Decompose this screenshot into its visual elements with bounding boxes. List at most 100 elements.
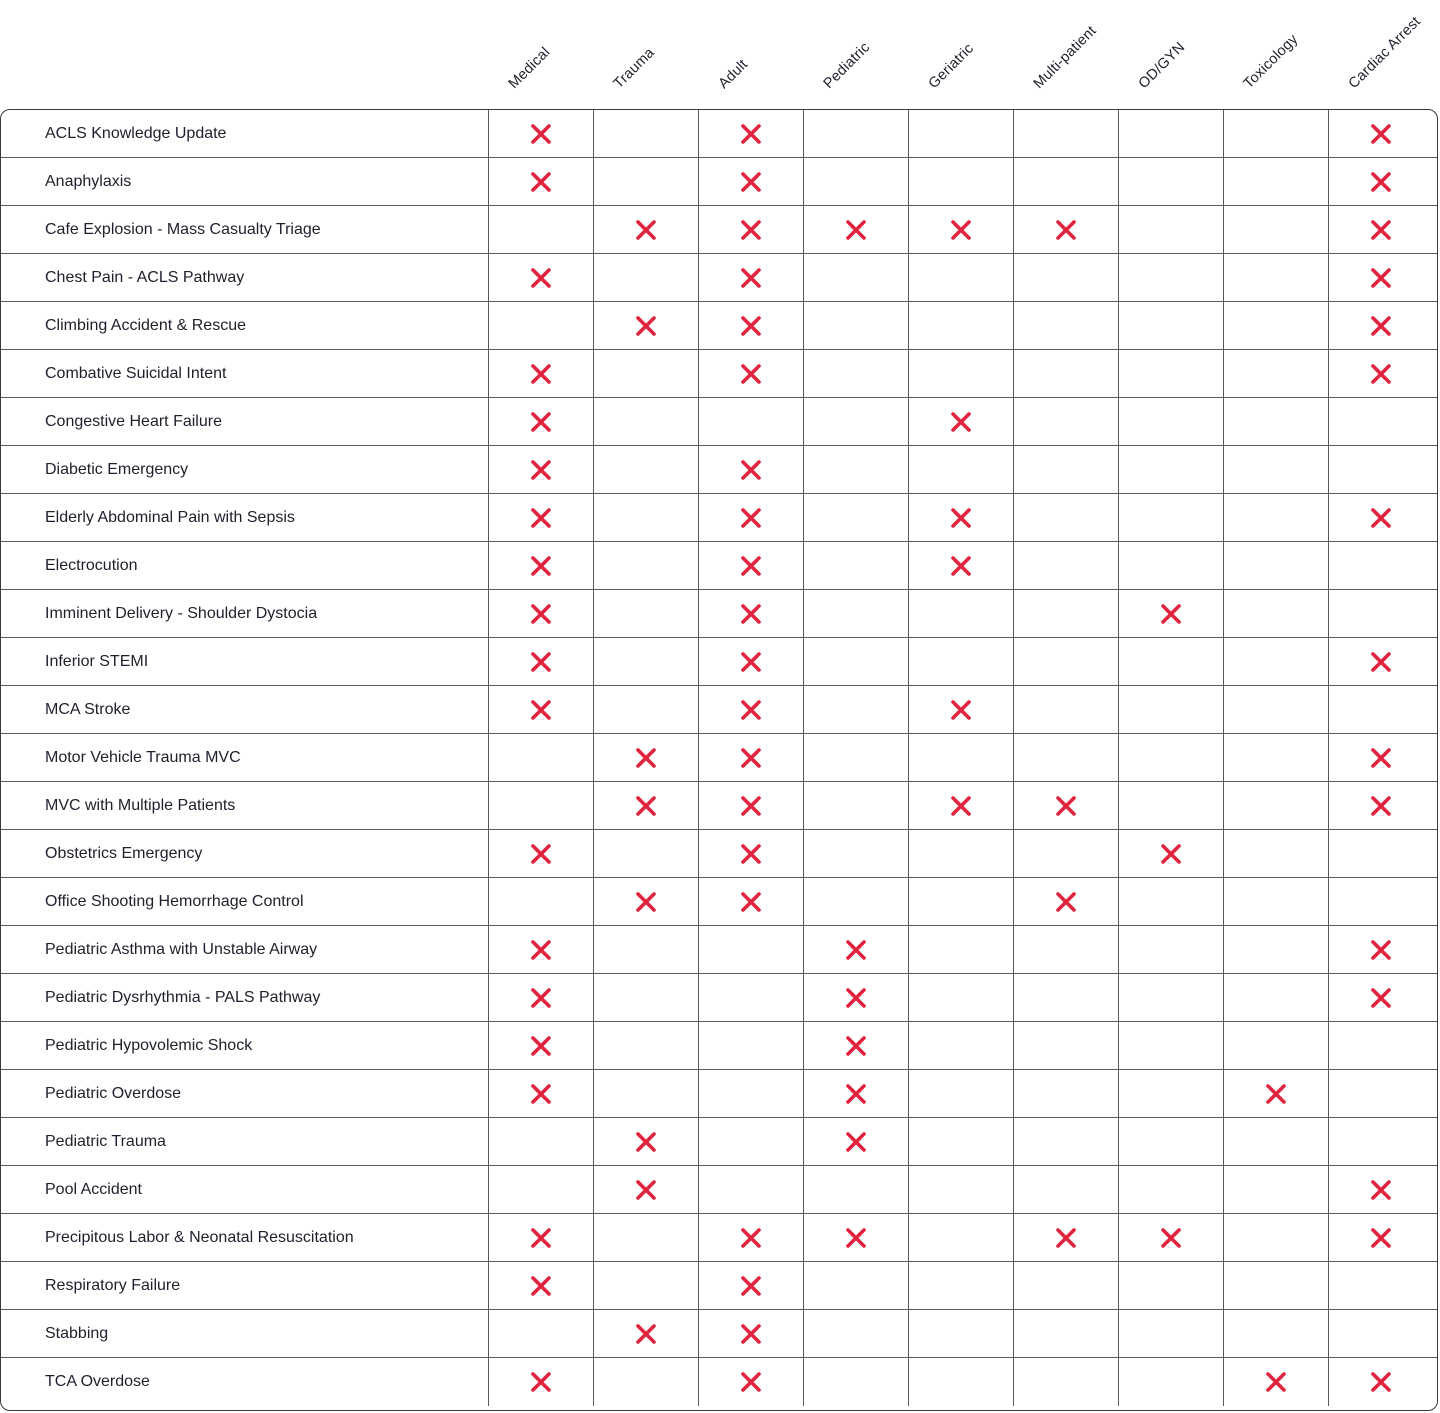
x-mark-icon <box>530 507 552 529</box>
cell-trauma <box>593 1310 698 1358</box>
x-mark-icon <box>740 843 762 865</box>
cell-pediatric <box>803 1166 908 1214</box>
cell-trauma <box>593 302 698 350</box>
cell-cardiac-arrest <box>1328 254 1433 302</box>
table-row: Elderly Abdominal Pain with Sepsis <box>1 494 1437 542</box>
cell-toxicology <box>1223 1358 1328 1406</box>
cell-adult <box>698 974 803 1022</box>
cell-geriatric <box>908 254 1013 302</box>
x-mark-icon <box>950 411 972 433</box>
cell-od-gyn <box>1118 1214 1223 1262</box>
row-label: MVC with Multiple Patients <box>45 797 236 814</box>
table-row: Pediatric Dysrhythmia - PALS Pathway <box>1 974 1437 1022</box>
x-mark-icon <box>635 747 657 769</box>
cell-geriatric <box>908 206 1013 254</box>
cell-toxicology <box>1223 110 1328 158</box>
x-mark-icon <box>1265 1083 1287 1105</box>
column-header-label: Cardiac Arrest <box>1345 13 1424 92</box>
cell-adult <box>698 302 803 350</box>
row-label: Motor Vehicle Trauma MVC <box>45 749 241 766</box>
cell-medical <box>488 734 593 782</box>
cell-cardiac-arrest <box>1328 830 1433 878</box>
cell-toxicology <box>1223 1214 1328 1262</box>
x-mark-icon <box>740 459 762 481</box>
cell-medical <box>488 302 593 350</box>
table-row: Congestive Heart Failure <box>1 398 1437 446</box>
cell-medical <box>488 1166 593 1214</box>
cell-adult <box>698 734 803 782</box>
cell-toxicology <box>1223 398 1328 446</box>
cell-medical <box>488 1118 593 1166</box>
row-label: Diabetic Emergency <box>45 461 189 478</box>
cell-cardiac-arrest <box>1328 590 1433 638</box>
cell-medical <box>488 782 593 830</box>
column-header-label: Toxicology <box>1240 31 1302 92</box>
cell-multi-patient <box>1013 734 1118 782</box>
cell-multi-patient <box>1013 254 1118 302</box>
cell-pediatric <box>803 110 908 158</box>
cell-trauma <box>593 1166 698 1214</box>
cell-od-gyn <box>1118 638 1223 686</box>
x-mark-icon <box>1160 1227 1182 1249</box>
cell-medical <box>488 206 593 254</box>
cell-od-gyn <box>1118 686 1223 734</box>
cell-od-gyn <box>1118 782 1223 830</box>
cell-geriatric <box>908 446 1013 494</box>
cell-medical <box>488 926 593 974</box>
cell-geriatric <box>908 1310 1013 1358</box>
cell-multi-patient <box>1013 302 1118 350</box>
cell-cardiac-arrest <box>1328 1118 1433 1166</box>
cell-pediatric <box>803 830 908 878</box>
cell-pediatric <box>803 638 908 686</box>
cell-adult <box>698 1262 803 1310</box>
cell-toxicology <box>1223 686 1328 734</box>
cell-multi-patient <box>1013 350 1118 398</box>
x-mark-icon <box>950 699 972 721</box>
cell-toxicology <box>1223 158 1328 206</box>
cell-geriatric <box>908 878 1013 926</box>
cell-multi-patient <box>1013 158 1118 206</box>
x-mark-icon <box>635 315 657 337</box>
cell-medical <box>488 350 593 398</box>
x-mark-icon <box>1370 795 1392 817</box>
cell-trauma <box>593 158 698 206</box>
cell-adult <box>698 638 803 686</box>
table-row: MCA Stroke <box>1 686 1437 734</box>
x-mark-icon <box>635 795 657 817</box>
table-row: Climbing Accident & Rescue <box>1 302 1437 350</box>
cell-trauma <box>593 686 698 734</box>
row-label: Imminent Delivery - Shoulder Dystocia <box>45 605 318 622</box>
x-mark-icon <box>530 363 552 385</box>
cell-geriatric <box>908 734 1013 782</box>
cell-pediatric <box>803 686 908 734</box>
cell-medical <box>488 446 593 494</box>
x-mark-icon <box>530 171 552 193</box>
table-row: Cafe Explosion - Mass Casualty Triage <box>1 206 1437 254</box>
cell-adult <box>698 1214 803 1262</box>
cell-cardiac-arrest <box>1328 686 1433 734</box>
table-row: MVC with Multiple Patients <box>1 782 1437 830</box>
cell-multi-patient <box>1013 398 1118 446</box>
x-mark-icon <box>1370 219 1392 241</box>
cell-trauma <box>593 350 698 398</box>
table-row: Chest Pain - ACLS Pathway <box>1 254 1437 302</box>
table-row: TCA Overdose <box>1 1358 1437 1406</box>
cell-toxicology <box>1223 254 1328 302</box>
cell-od-gyn <box>1118 206 1223 254</box>
cell-pediatric <box>803 974 908 1022</box>
cell-pediatric <box>803 494 908 542</box>
x-mark-icon <box>740 603 762 625</box>
row-label: Chest Pain - ACLS Pathway <box>45 269 245 286</box>
cell-toxicology <box>1223 974 1328 1022</box>
cell-trauma <box>593 1118 698 1166</box>
cell-cardiac-arrest <box>1328 878 1433 926</box>
cell-multi-patient <box>1013 1070 1118 1118</box>
cell-geriatric <box>908 158 1013 206</box>
cell-pediatric <box>803 254 908 302</box>
cell-od-gyn <box>1118 1166 1223 1214</box>
cell-toxicology <box>1223 206 1328 254</box>
cell-trauma <box>593 974 698 1022</box>
cell-pediatric <box>803 734 908 782</box>
table-row: ACLS Knowledge Update <box>1 110 1437 158</box>
cell-cardiac-arrest <box>1328 542 1433 590</box>
